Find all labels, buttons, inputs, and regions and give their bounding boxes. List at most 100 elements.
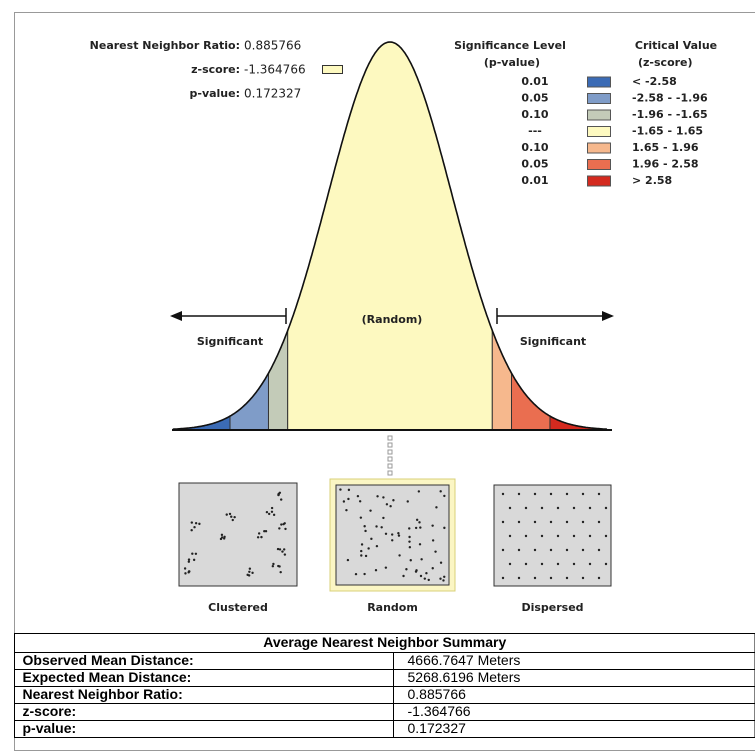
point	[191, 552, 194, 555]
point	[442, 579, 445, 582]
point	[380, 526, 383, 529]
point	[382, 516, 385, 520]
point	[342, 500, 346, 503]
point	[439, 577, 442, 580]
point	[397, 532, 400, 535]
point	[501, 576, 505, 580]
table-row	[14, 720, 755, 738]
point	[533, 576, 537, 580]
point	[370, 537, 373, 541]
point	[374, 569, 378, 572]
point	[384, 566, 388, 569]
point	[408, 540, 411, 543]
point	[439, 561, 443, 564]
point	[572, 562, 576, 566]
point	[347, 497, 350, 501]
legend-p: 0.10	[521, 108, 548, 121]
point	[533, 548, 537, 552]
point	[277, 493, 280, 497]
point	[364, 554, 368, 558]
point	[228, 512, 232, 516]
legend-z: -1.96 - -1.65	[632, 108, 708, 121]
point	[222, 537, 226, 540]
legend-p: 0.05	[521, 158, 548, 171]
point	[397, 534, 401, 537]
point	[363, 525, 366, 528]
point	[556, 534, 560, 538]
point	[231, 518, 234, 522]
point	[278, 548, 282, 551]
point	[198, 522, 201, 526]
legend-subtitle: (p-value)	[484, 56, 540, 69]
arrow-head	[602, 311, 614, 321]
point	[398, 554, 401, 557]
point	[408, 535, 411, 539]
legend-swatch	[587, 159, 611, 170]
point	[272, 562, 275, 566]
point	[272, 513, 276, 517]
left-label: Significant	[197, 335, 263, 348]
point	[354, 572, 358, 576]
z-label: z-score:	[191, 63, 240, 76]
point	[581, 520, 585, 524]
point	[572, 534, 576, 538]
connector-dot	[387, 456, 393, 462]
point	[375, 525, 378, 528]
point	[278, 527, 281, 530]
point	[267, 512, 271, 516]
point	[409, 559, 412, 562]
point	[508, 534, 512, 538]
point	[251, 571, 254, 575]
point	[248, 567, 252, 570]
point	[264, 529, 268, 533]
legend-swatch	[587, 126, 611, 137]
patterns: Clustered Random Dispersed	[178, 478, 612, 614]
point	[540, 506, 544, 510]
legend-swatch	[587, 76, 611, 88]
legend-z: -1.65 - 1.65	[632, 125, 703, 138]
point	[248, 570, 251, 574]
point	[406, 500, 409, 503]
point	[219, 537, 223, 541]
legend-swatch	[587, 142, 611, 154]
point	[565, 548, 569, 552]
point	[376, 495, 379, 498]
point	[260, 535, 263, 539]
point	[277, 564, 280, 568]
point	[581, 576, 585, 580]
point	[588, 534, 592, 538]
point	[360, 543, 364, 546]
point	[256, 536, 260, 539]
center-label: (Random)	[362, 313, 423, 326]
table-value: 4666.7647 Meters	[408, 652, 521, 668]
point	[524, 534, 528, 538]
point	[434, 550, 437, 553]
connector-dot	[387, 442, 393, 448]
point	[517, 576, 521, 580]
point	[604, 562, 608, 566]
point	[276, 547, 280, 551]
point	[549, 548, 553, 552]
ratio-value: 0.885766	[244, 39, 301, 53]
point	[225, 513, 228, 516]
point	[271, 565, 275, 568]
point	[364, 529, 367, 533]
point	[192, 558, 196, 562]
point	[414, 526, 418, 530]
p-value: 0.172327	[244, 87, 301, 101]
point	[284, 527, 287, 531]
point	[418, 543, 422, 546]
table-value: 0.885766	[408, 686, 467, 702]
point	[431, 524, 434, 527]
table-key: p-value:	[23, 720, 77, 736]
point	[604, 506, 608, 510]
point	[524, 506, 528, 510]
point	[419, 526, 422, 529]
z-swatch	[322, 65, 343, 74]
point	[345, 508, 348, 512]
table-value: 5268.6196 Meters	[408, 669, 521, 685]
pattern-label: Clustered	[208, 601, 268, 614]
point	[423, 577, 427, 580]
point	[263, 530, 266, 533]
